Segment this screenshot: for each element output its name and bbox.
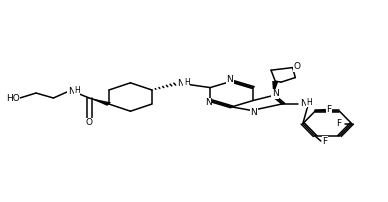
Text: H: H <box>184 78 190 87</box>
Text: N: N <box>300 99 307 108</box>
Text: N: N <box>227 75 233 84</box>
Text: H: H <box>306 98 312 107</box>
Text: N: N <box>205 98 211 107</box>
Text: F: F <box>326 105 331 114</box>
Text: N: N <box>68 87 74 96</box>
Text: N: N <box>272 89 279 98</box>
Polygon shape <box>89 98 111 106</box>
Text: N: N <box>178 79 184 88</box>
Text: H: H <box>74 86 80 95</box>
Text: HO: HO <box>6 94 20 102</box>
Polygon shape <box>272 81 278 96</box>
Text: F: F <box>322 137 327 145</box>
Text: O: O <box>294 62 301 71</box>
Text: F: F <box>336 119 341 128</box>
Text: N: N <box>250 108 257 117</box>
Text: O: O <box>86 118 93 127</box>
